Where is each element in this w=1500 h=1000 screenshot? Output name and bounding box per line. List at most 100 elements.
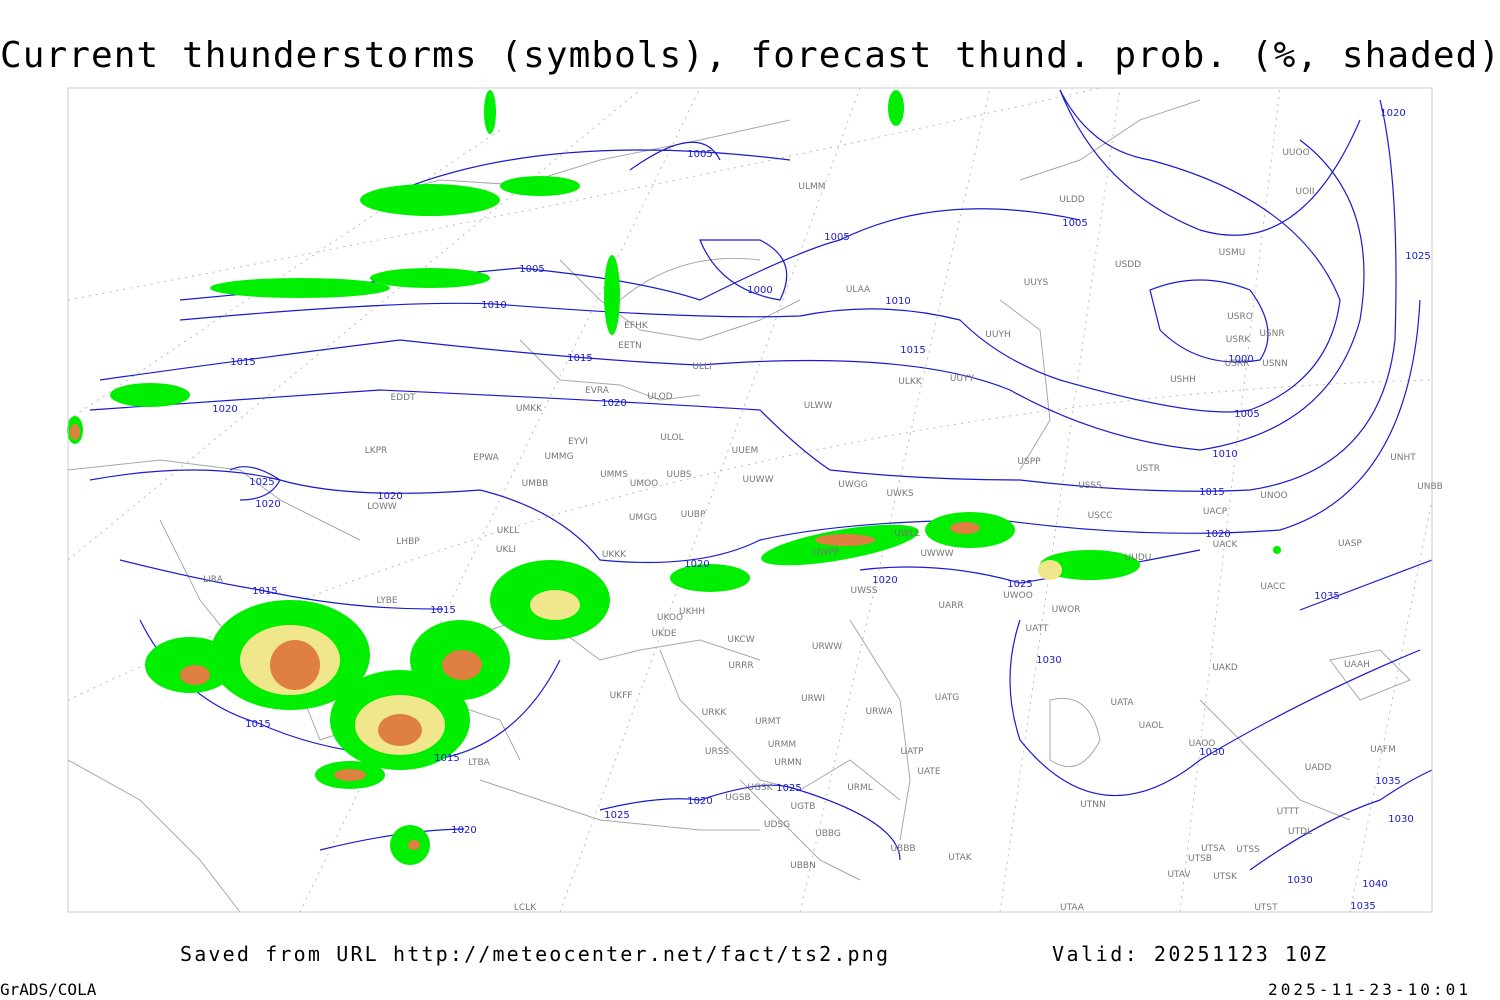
isobar-label: 1015 <box>434 753 459 764</box>
station-label: UTSK <box>1213 872 1238 882</box>
station-label: EPWA <box>473 453 500 463</box>
station-label: UUYS <box>1024 278 1049 288</box>
isobar-label: 1010 <box>1212 449 1237 460</box>
isobar-label: 1035 <box>1314 591 1339 602</box>
timestamp: 2025-11-23-10:01 <box>1268 980 1468 999</box>
station-label: USTR <box>1136 464 1160 474</box>
isobar-label: 1020 <box>255 499 280 510</box>
isobar-label: 1025 <box>604 810 629 821</box>
storm-areas <box>67 90 1281 865</box>
isobar-label: 1015 <box>1199 487 1224 498</box>
station-label: UKLL <box>497 526 520 536</box>
station-label: EETN <box>618 341 642 351</box>
station-label: UMOO <box>630 479 659 489</box>
station-label: UMBB <box>522 479 549 489</box>
station-label: UAFM <box>1370 745 1396 755</box>
isobar-label: 1010 <box>885 296 910 307</box>
station-label: UNHT <box>1390 453 1416 463</box>
station-label: UASP <box>1338 539 1362 549</box>
isobar-label: 1030 <box>1036 655 1061 666</box>
station-label: UKLI <box>496 545 516 555</box>
station-label: UKCW <box>727 635 754 645</box>
isobar-label: 1005 <box>1234 409 1259 420</box>
station-label: UKHH <box>679 607 705 617</box>
station-label: UUBS <box>667 470 692 480</box>
station-label: UGSB <box>725 793 750 803</box>
station-label: UTST <box>1254 903 1278 913</box>
station-label: USHH <box>1170 375 1196 385</box>
isobar-label: 1020 <box>1380 108 1405 119</box>
isobar-label: 1015 <box>430 605 455 616</box>
station-label: UAKD <box>1212 663 1238 673</box>
isobar-label: 1010 <box>481 300 506 311</box>
station-label: UWSS <box>851 586 878 596</box>
station-label: UWPP <box>813 548 840 558</box>
station-label: UAOL <box>1139 721 1164 731</box>
station-label: LKPR <box>365 446 388 456</box>
isobar-label: 1020 <box>872 575 897 586</box>
isobar-label: 1005 <box>519 264 544 275</box>
station-label: USDD <box>1115 260 1141 270</box>
station-label: ULOL <box>660 433 683 443</box>
isobar-label: 1020 <box>684 559 709 570</box>
isobar-label: 1015 <box>252 586 277 597</box>
isobar-label: 1025 <box>1405 251 1430 262</box>
station-label: URMN <box>774 758 801 768</box>
station-label: UMKK <box>516 404 543 414</box>
station-label: EDDT <box>390 393 416 403</box>
station-label: USMU <box>1219 248 1246 258</box>
station-label: URML <box>847 783 873 793</box>
station-label: UMGG <box>629 513 657 523</box>
station-label: UWWW <box>920 549 953 559</box>
isobar-label: 1020 <box>212 404 237 415</box>
station-label: ULKK <box>898 377 923 387</box>
station-label: USCC <box>1088 511 1113 521</box>
station-label: UUOO <box>1282 148 1309 158</box>
station-label: UTNN <box>1080 800 1106 810</box>
station-label: UWGG <box>838 480 867 490</box>
station-label: UGSK <box>747 783 773 793</box>
isobar-label: 1025 <box>1007 579 1032 590</box>
isobar-label: 1000 <box>747 285 772 296</box>
station-label: UUYY <box>950 374 975 384</box>
station-label: UATG <box>935 693 960 703</box>
valid-time: Valid: 20251123 10Z <box>1052 942 1326 966</box>
station-label: UWOR <box>1052 605 1081 615</box>
station-label: URWA <box>865 707 893 717</box>
station-label: UTSB <box>1188 854 1212 864</box>
station-label: UTTT <box>1277 807 1300 817</box>
station-label: UKDE <box>651 629 676 639</box>
station-label: UTAV <box>1167 870 1191 880</box>
station-label: URWI <box>801 694 825 704</box>
station-label: ULLI <box>692 362 711 372</box>
station-label: USRK <box>1226 335 1252 345</box>
station-label: USRO <box>1227 312 1253 322</box>
station-label: UTAK <box>948 853 973 863</box>
isobar-label: 1005 <box>687 149 712 160</box>
station-label: UUEM <box>732 446 759 456</box>
isobar-label: 1025 <box>249 477 274 488</box>
station-label: UKOO <box>657 613 683 623</box>
station-label: ULMM <box>798 182 825 192</box>
station-label: UACP <box>1203 507 1228 517</box>
station-label: UACK <box>1213 540 1239 550</box>
station-label: UMMS <box>600 470 628 480</box>
station-label: UATT <box>1026 624 1049 634</box>
station-label: UADD <box>1305 763 1332 773</box>
station-label: UATE <box>917 767 941 777</box>
isobar-label: 1015 <box>245 719 270 730</box>
isobar-label: 1020 <box>377 491 402 502</box>
station-label: EVRA <box>585 386 610 396</box>
station-label: URMM <box>768 740 796 750</box>
isobar-label: 1025 <box>776 783 801 794</box>
station-label: UBBN <box>790 861 816 871</box>
station-labels: ULMM ULDD UUOO UOII USMU USDD ULAA UUYS USRO USNR… <box>203 148 1443 913</box>
station-label: ULDD <box>1059 195 1085 205</box>
station-label: UTDL <box>1288 827 1312 837</box>
isobar-labels: 1005 1005 1005 1005 1000 1010 1010 1015 1015 1015… <box>212 108 1430 912</box>
station-label: LHBP <box>396 537 420 547</box>
station-label: LOWW <box>367 502 397 512</box>
station-label: URSS <box>705 747 730 757</box>
station-label: UUBP <box>681 510 706 520</box>
